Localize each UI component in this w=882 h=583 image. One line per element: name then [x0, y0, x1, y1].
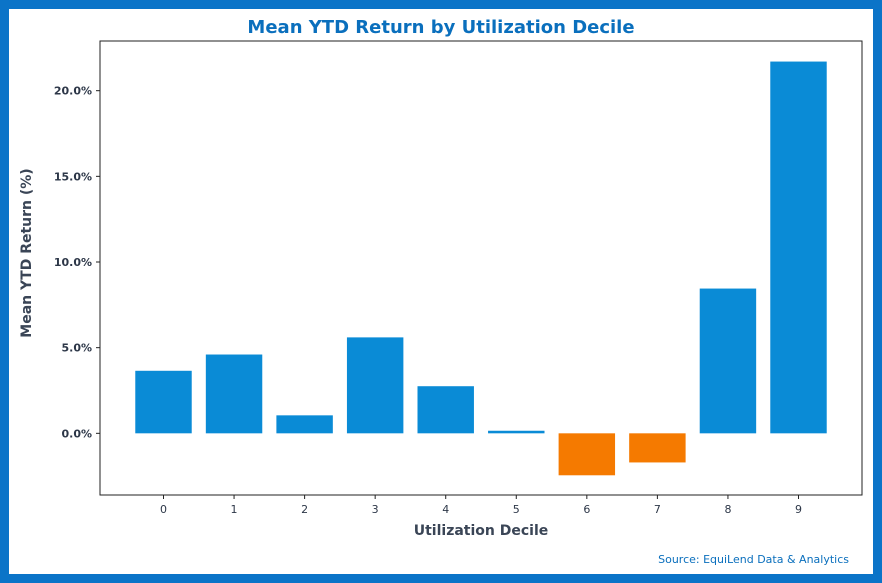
bar-decile-0 [135, 370, 192, 434]
y-tick-label: 5.0% [61, 342, 92, 355]
bar-chart: 0 1 2 3 4 5 6 7 8 9 0.0% 5.0% 10.0% 15.0% 20.0% Utili… [19, 40, 863, 539]
bar-decile-7 [629, 433, 686, 463]
y-tick-label: 15.0% [54, 170, 92, 183]
x-tick-label: 6 [583, 503, 590, 516]
y-tick-label: 10.0% [54, 256, 92, 269]
bar-decile-5 [488, 430, 545, 434]
x-tick-label: 8 [724, 503, 731, 516]
x-axis-label: Utilization Decile [414, 523, 549, 539]
y-axis-ticks: 0.0% 5.0% 10.0% 15.0% 20.0% [54, 85, 100, 440]
bar-decile-9 [770, 61, 827, 434]
source-note: Source: EquiLend Data & Analytics [658, 553, 849, 566]
chart-title: Mean YTD Return by Utilization Decile [247, 17, 635, 38]
bar-decile-6 [558, 433, 616, 476]
x-axis-ticks: 0 1 2 3 4 5 6 7 8 9 [160, 495, 802, 516]
x-tick-label: 2 [301, 503, 308, 516]
x-tick-label: 4 [442, 503, 449, 516]
bar-decile-4 [417, 386, 474, 434]
x-tick-label: 0 [160, 503, 167, 516]
x-tick-label: 9 [795, 503, 802, 516]
bar-decile-1 [205, 354, 263, 434]
bar-decile-2 [276, 415, 333, 434]
bar-decile-3 [346, 337, 404, 434]
plot-area-border [99, 40, 863, 496]
bar-decile-8 [699, 288, 757, 434]
y-tick-label: 20.0% [54, 85, 92, 98]
x-tick-label: 1 [231, 503, 238, 516]
x-tick-label: 3 [372, 503, 379, 516]
x-tick-label: 7 [654, 503, 661, 516]
y-axis-label: Mean YTD Return (%) [19, 168, 35, 337]
chart-frame: Mean YTD Return by Utilization Decile 0 1… [9, 9, 873, 574]
x-tick-label: 5 [513, 503, 520, 516]
bars-group [135, 61, 827, 476]
y-tick-label: 0.0% [61, 427, 92, 440]
